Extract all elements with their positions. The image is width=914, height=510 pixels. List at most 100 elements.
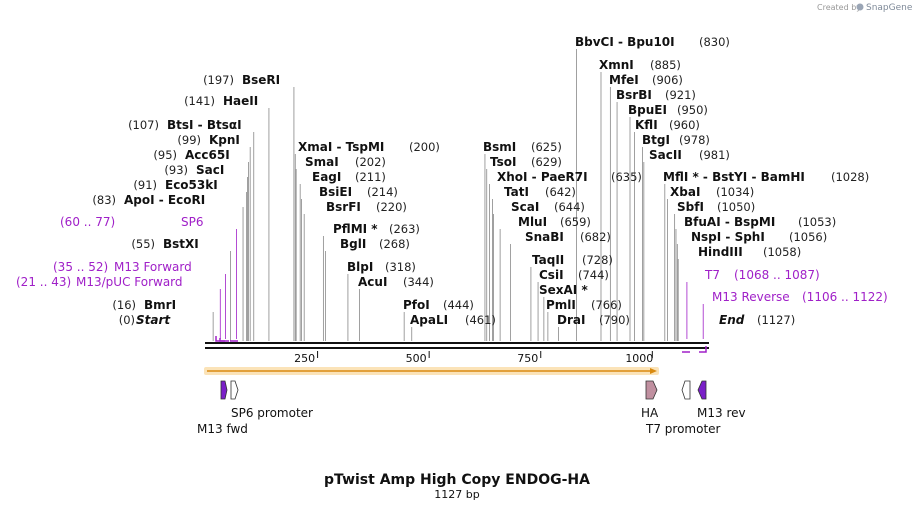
site-name-xhoi-paer7i: XhoI - PaeR7I xyxy=(497,170,588,184)
site-pos-xmai: (200) xyxy=(409,140,440,154)
site-pos-bbvci: (830) xyxy=(699,35,730,49)
map-length: 1127 bp xyxy=(434,488,479,501)
site-pos-drai: (790) xyxy=(599,313,630,327)
site-name-bsrfi: BsrFI xyxy=(326,200,361,214)
primer-range-m13-reverse: (1106 .. 1122) xyxy=(802,290,888,304)
site-name-bstxi: BstXI xyxy=(163,237,199,251)
site-name-tsoi: TsoI xyxy=(490,155,516,169)
site-name-csii: CsiI xyxy=(539,268,564,282)
feature-label-ha: HA xyxy=(641,406,659,420)
site-name-taqii: TaqII xyxy=(532,253,564,267)
site-name-bfuai-bspmi: BfuAI - BspMI xyxy=(684,215,775,229)
site-leader-lines xyxy=(212,49,704,341)
site-name-xmai-tspmi: XmaI - TspMI xyxy=(298,140,384,154)
site-name-kpni: KpnI xyxy=(209,133,240,147)
snapgene-credit: Created by SnapGene xyxy=(817,3,913,13)
axis-tick-label: 250 xyxy=(294,352,315,365)
site-pos-blpi: (318) xyxy=(385,260,416,274)
site-name-haeii: HaeII xyxy=(223,94,258,108)
site-pos-pfoi: (444) xyxy=(443,298,474,312)
primer-range-m13-puc-forward: (21 .. 43) xyxy=(16,275,71,289)
site-pos-haeii: (141) xyxy=(184,94,215,108)
axis-tick-3: 1000 xyxy=(625,351,653,365)
site-name-bmri: BmrI xyxy=(144,298,176,312)
credit-brand: SnapGene xyxy=(866,3,913,13)
site-name-kfli: KflI xyxy=(635,118,658,132)
site-pos-mfei: (906) xyxy=(652,73,683,87)
site-name-saci: SacI xyxy=(196,163,224,177)
site-pos-eco53ki: (91) xyxy=(133,178,157,192)
site-name-blpi: BlpI xyxy=(347,260,373,274)
primer-range-t7: (1068 .. 1087) xyxy=(734,268,820,282)
primer-bracket-m13-reverse xyxy=(699,346,707,353)
site-name-snabi: SnaBI xyxy=(525,230,564,244)
site-name-sacii: SacII xyxy=(649,148,682,162)
primer-range-sp6: (60 .. 77) xyxy=(60,215,115,229)
feature-ha-arrow xyxy=(645,380,658,400)
site-name-pfoi: PfoI xyxy=(403,298,430,312)
site-pos-saci: (93) xyxy=(164,163,188,177)
site-name-bsiei: BsiEI xyxy=(319,185,352,199)
features: SP6 promoter M13 fwd HA T7 promoter M13 … xyxy=(197,380,746,436)
site-name-apali: ApaLI xyxy=(410,313,448,327)
site-pos-xmni: (885) xyxy=(650,58,681,72)
site-name-mlui: MluI xyxy=(518,215,547,229)
site-pos-xhoi: (635) xyxy=(611,170,642,184)
site-pos-tati: (642) xyxy=(545,185,576,199)
site-pos-csii: (744) xyxy=(578,268,609,282)
site-pos-btsi: (107) xyxy=(128,118,159,132)
site-pos-bmri: (16) xyxy=(112,298,136,312)
axis-tick-0: 250 xyxy=(294,351,319,365)
site-name-bgli: BglI xyxy=(340,237,366,251)
site-pos-bpuei: (950) xyxy=(677,103,708,117)
primer-name-m13-forward: M13 Forward xyxy=(114,260,192,274)
axis-tick-label: 500 xyxy=(406,352,427,365)
axis: 250 500 750 1000 xyxy=(294,351,653,365)
site-pos-hindiii: (1058) xyxy=(763,245,801,259)
site-pos-pflmi: (263) xyxy=(389,222,420,236)
site-name-smai: SmaI xyxy=(305,155,339,169)
axis-tick-1: 500 xyxy=(406,351,430,365)
site-name-scai: ScaI xyxy=(511,200,539,214)
site-pos-bfuai: (1053) xyxy=(798,215,836,229)
primer-bracket-m13-forward xyxy=(219,338,229,342)
site-pos-bsmi: (625) xyxy=(531,140,562,154)
site-pos-apali: (461) xyxy=(465,313,496,327)
site-name-hindiii: HindIII xyxy=(698,245,743,259)
sequence-backbone xyxy=(205,342,709,349)
feature-label-t7-promoter: T7 promoter xyxy=(645,422,721,436)
credit-prefix: Created by xyxy=(817,3,861,12)
primer-name-t7: T7 xyxy=(704,268,720,282)
site-pos-bgli: (268) xyxy=(379,237,410,251)
feature-m13-fwd-arrow xyxy=(220,380,228,400)
site-name-tati: TatI xyxy=(504,185,529,199)
site-pos-bsiei: (214) xyxy=(367,185,398,199)
site-name-btgi: BtgI xyxy=(642,133,670,147)
feature-t7-promoter-arrow xyxy=(681,380,691,400)
site-name-pflmi: PflMI * xyxy=(333,222,378,236)
snapgene-logo-icon xyxy=(856,3,864,11)
site-name-start: Start xyxy=(136,313,171,327)
orf-arrowhead-icon xyxy=(650,368,657,374)
site-pos-mfli: (1028) xyxy=(831,170,869,184)
feature-label-m13-rev: M13 rev xyxy=(697,406,746,420)
site-name-eco53ki: Eco53kI xyxy=(165,178,218,192)
site-name-mfei: MfeI xyxy=(609,73,639,87)
primer-range-m13-forward: (35 .. 52) xyxy=(53,260,108,274)
site-pos-taqii: (728) xyxy=(582,253,613,267)
primer-name-sp6: SP6 xyxy=(181,215,204,229)
site-pos-sacii: (981) xyxy=(699,148,730,162)
site-pos-acui: (344) xyxy=(403,275,434,289)
site-pos-xbai: (1034) xyxy=(716,185,754,199)
site-name-xmni: XmnI xyxy=(599,58,634,72)
site-name-sexai: SexAI * xyxy=(539,283,588,297)
site-name-sbfi: SbfI xyxy=(677,200,704,214)
feature-label-sp6-promoter: SP6 promoter xyxy=(231,406,313,420)
site-name-pmli: PmlI xyxy=(546,298,576,312)
site-pos-mlui: (659) xyxy=(560,215,591,229)
site-labels: (0) Start (16) BmrI (55) BstXI (83) ApoI… xyxy=(92,35,869,327)
feature-m13-rev-arrow xyxy=(697,380,707,400)
feature-sp6-promoter-arrow xyxy=(230,380,239,400)
axis-tick-label: 750 xyxy=(517,352,538,365)
